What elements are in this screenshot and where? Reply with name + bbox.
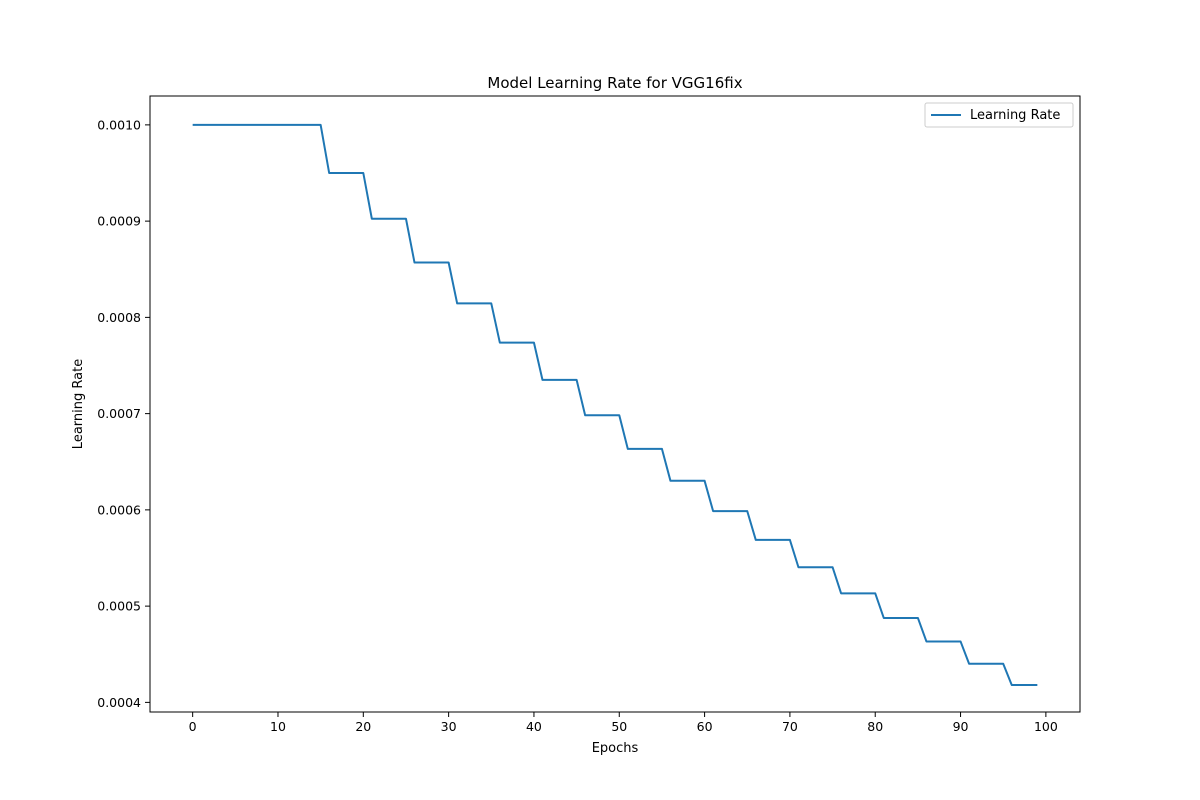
x-tick-label: 20 <box>355 719 371 734</box>
chart-title: Model Learning Rate for VGG16fix <box>487 74 742 92</box>
x-tick-label: 30 <box>441 719 457 734</box>
plot-area <box>149 95 1081 713</box>
legend-label: Learning Rate <box>970 108 1060 123</box>
x-tick-label: 10 <box>270 719 286 734</box>
y-tick-label: 0.0009 <box>97 214 141 229</box>
y-tick-label: 0.0007 <box>97 406 141 421</box>
series-layer <box>192 123 1038 686</box>
x-tick-label: 100 <box>1034 719 1058 734</box>
x-tick-label: 90 <box>953 719 969 734</box>
series-line-learning-rate <box>192 123 1038 686</box>
y-tick-label: 0.0005 <box>97 599 141 614</box>
x-tick-label: 50 <box>611 719 627 734</box>
legend: Learning Rate <box>924 102 1074 128</box>
y-tick-label: 0.0006 <box>97 502 141 517</box>
y-tick-label: 0.0004 <box>97 695 141 710</box>
y-tick-label: 0.0010 <box>97 117 141 132</box>
y-tick-label: 0.0008 <box>97 310 141 325</box>
x-tick-label: 70 <box>782 719 798 734</box>
x-tick-label: 80 <box>867 719 883 734</box>
x-tick-label: 40 <box>526 719 542 734</box>
x-axis: 0 10 20 30 40 50 60 70 80 90 100 <box>189 712 1058 734</box>
legend-box <box>924 102 1074 128</box>
x-tick-label: 60 <box>697 719 713 734</box>
x-axis-label: Epochs <box>592 741 639 756</box>
y-axis: 0.0004 0.0005 0.0006 0.0007 0.0008 0.0009 0.00… <box>97 117 150 710</box>
x-tick-label: 0 <box>189 719 197 734</box>
y-axis-label: Learning Rate <box>71 359 86 449</box>
